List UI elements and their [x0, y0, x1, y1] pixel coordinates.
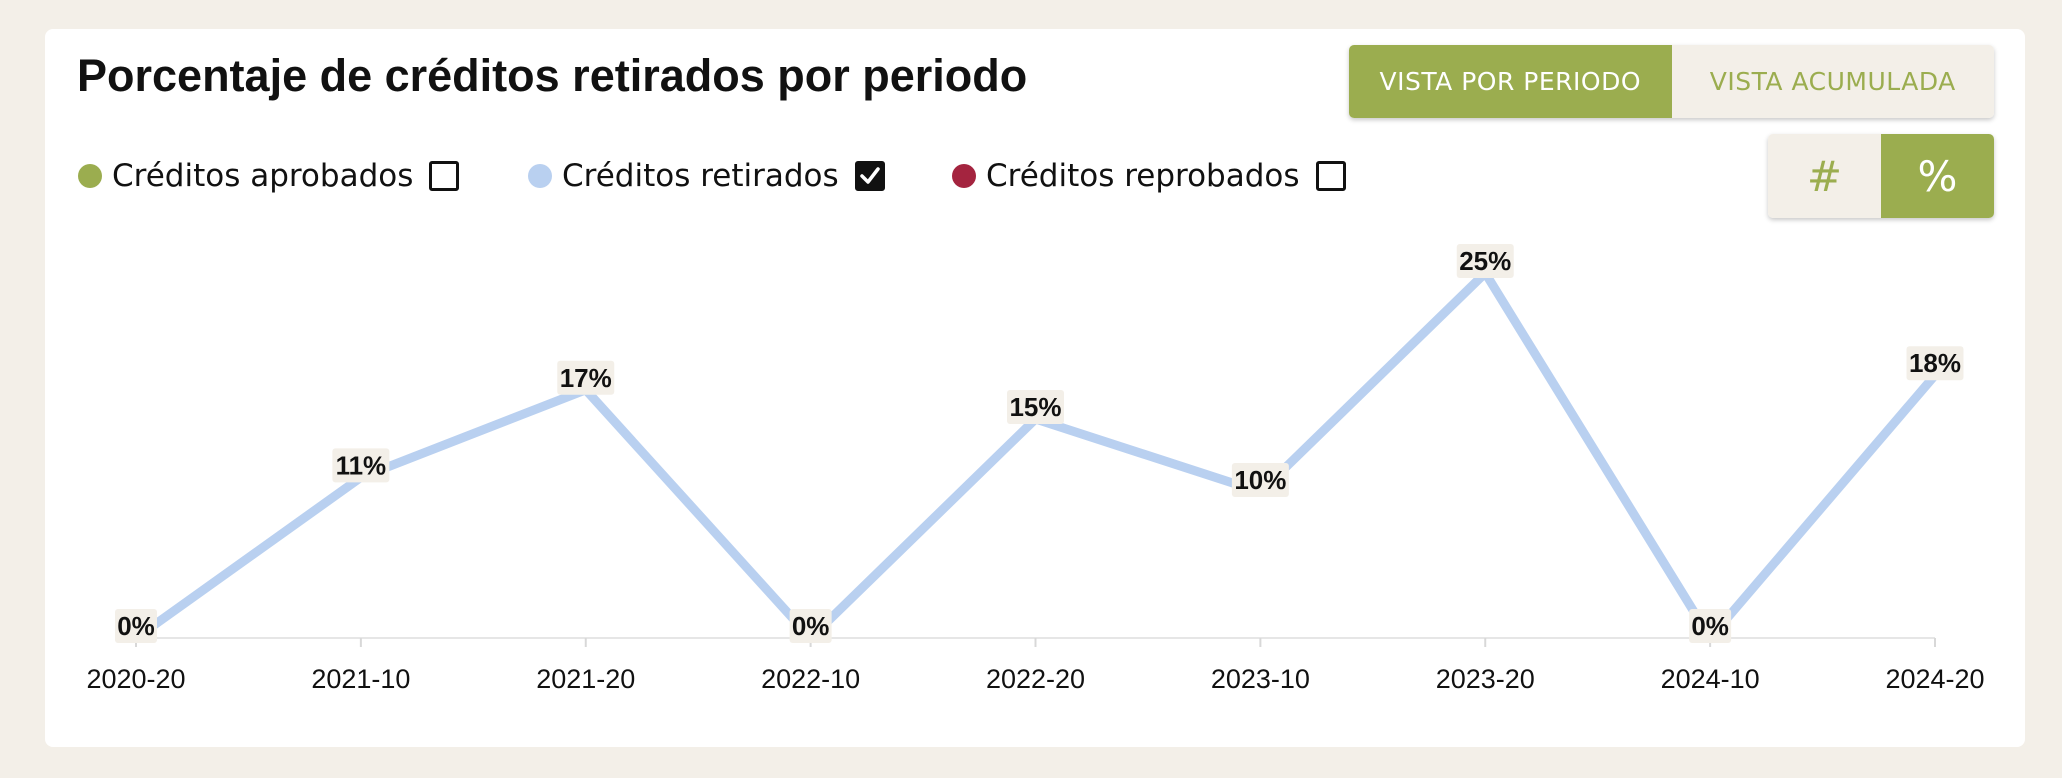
data-label: 0% — [792, 611, 830, 641]
x-tick-label: 2021-10 — [311, 664, 410, 694]
data-label-bg — [1689, 609, 1732, 643]
data-label-bg — [1231, 463, 1289, 497]
unit-toggle: # % — [1768, 134, 1994, 218]
data-label: 18% — [1909, 348, 1961, 378]
cumulative-view-button[interactable]: VISTA ACUMULADA — [1671, 45, 1994, 118]
percent-unit-button[interactable]: % — [1881, 134, 1994, 218]
failed-checkbox[interactable] — [1315, 161, 1346, 191]
data-label-bg — [1456, 244, 1514, 278]
legend-label-withdrawn: Créditos retirados — [562, 158, 839, 194]
checkmark-icon — [859, 167, 880, 184]
data-label-bg — [1007, 390, 1064, 424]
data-label-bg — [332, 448, 390, 483]
data-label: 0% — [1691, 611, 1729, 641]
x-tick-label: 2022-20 — [986, 664, 1085, 694]
x-tick-label: 2023-20 — [1436, 664, 1535, 694]
data-label-bg — [557, 360, 615, 395]
data-label: 0% — [117, 611, 155, 641]
data-label-bg — [115, 609, 157, 643]
data-label-bg — [1906, 346, 1964, 381]
data-label: 17% — [560, 363, 612, 393]
data-label-bg — [789, 609, 832, 643]
failed-dot-icon — [952, 164, 976, 188]
count-unit-button[interactable]: # — [1768, 134, 1881, 218]
period-view-button[interactable]: VISTA POR PERIODO — [1349, 45, 1672, 118]
approved-dot-icon — [78, 164, 102, 188]
view-toggle: VISTA POR PERIODO VISTA ACUMULADA — [1349, 45, 1994, 118]
legend-item-approved: Créditos aprobados — [78, 156, 460, 196]
data-label: 11% — [336, 450, 387, 480]
withdrawn-dot-icon — [528, 164, 552, 188]
data-label: 10% — [1234, 465, 1286, 495]
x-tick-label: 2023-10 — [1211, 664, 1310, 694]
x-tick-label: 2020-20 — [86, 664, 185, 694]
x-tick-label: 2021-20 — [536, 664, 635, 694]
series-line — [131, 268, 1940, 643]
withdrawn-checkbox[interactable] — [854, 161, 885, 191]
x-tick-label: 2024-10 — [1661, 664, 1760, 694]
approved-checkbox[interactable] — [429, 161, 460, 191]
chart-title: Porcentaje de créditos retirados por per… — [77, 50, 1028, 101]
legend-item-withdrawn: Créditos retirados — [528, 156, 885, 196]
data-label: 15% — [1009, 392, 1061, 422]
x-tick-label: 2022-10 — [761, 664, 860, 694]
legend-item-failed: Créditos reprobados — [952, 156, 1346, 196]
legend-label-failed: Créditos reprobados — [986, 158, 1300, 194]
x-tick-label: 2024-20 — [1885, 664, 1984, 694]
legend-label-approved: Créditos aprobados — [112, 158, 414, 194]
data-label: 25% — [1459, 246, 1511, 276]
